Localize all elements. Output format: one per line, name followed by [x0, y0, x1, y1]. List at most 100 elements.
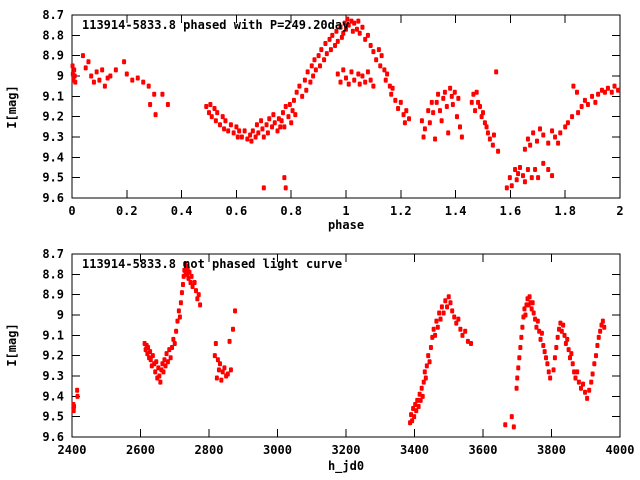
data-point: [454, 114, 459, 120]
data-point: [550, 173, 555, 179]
data-point: [177, 314, 182, 320]
data-point: [233, 308, 238, 314]
y-tick-label: 9.5: [42, 171, 64, 185]
data-point: [312, 57, 317, 63]
data-point: [556, 140, 561, 146]
data-point: [522, 179, 527, 185]
axes: 0 0.2 0.4 0.6 0.8 1 1.2 1.4 1.6 1.8 2 8.7 8.8 8.9 9 9.1…: [42, 8, 623, 218]
data-point: [73, 79, 78, 85]
data-point: [228, 122, 233, 128]
data-point: [271, 112, 276, 118]
y-tick-label: 9.4: [42, 150, 64, 164]
data-point: [550, 128, 555, 134]
x-tick-label: 2400: [58, 443, 87, 457]
data-point: [248, 132, 253, 138]
data-points: [70, 16, 621, 191]
data-point: [187, 269, 192, 275]
data-point: [196, 292, 201, 298]
data-point: [237, 128, 242, 134]
data-point: [83, 65, 88, 71]
data-point: [287, 101, 292, 107]
data-point: [356, 71, 361, 77]
data-point: [322, 57, 327, 63]
data-point: [256, 130, 261, 136]
data-point: [220, 369, 225, 375]
data-point: [342, 20, 347, 26]
data-point: [393, 97, 398, 103]
data-point: [419, 385, 424, 391]
data-point: [416, 404, 421, 409]
data-point: [324, 51, 329, 57]
data-point: [429, 99, 434, 105]
data-point: [448, 85, 453, 91]
data-point: [323, 40, 328, 46]
data-point: [294, 89, 299, 95]
data-point: [590, 93, 595, 99]
data-point: [346, 22, 351, 28]
data-point: [94, 69, 99, 75]
data-point: [300, 93, 305, 99]
y-tick-label: 9.3: [42, 369, 64, 383]
data-point: [185, 265, 190, 271]
data-point: [389, 91, 394, 97]
data-point: [579, 104, 584, 109]
data-point: [421, 134, 426, 140]
data-point: [146, 345, 151, 351]
data-point: [585, 395, 590, 401]
x-tick-label: 3200: [332, 443, 361, 457]
y-tick-label: 8.8: [42, 28, 64, 42]
y-tick-label: 9.4: [42, 389, 64, 403]
data-point: [563, 124, 568, 130]
data-point: [230, 326, 235, 332]
data-point: [517, 165, 522, 170]
data-point: [578, 385, 583, 391]
data-point: [412, 414, 417, 420]
data-point: [590, 371, 595, 377]
data-point: [562, 332, 567, 338]
y-tick-label: 9.6: [42, 430, 64, 444]
data-point: [160, 361, 165, 367]
data-point: [553, 134, 558, 140]
data-point: [313, 67, 318, 73]
data-point: [439, 304, 444, 310]
data-point: [450, 101, 455, 107]
data-point: [402, 120, 407, 126]
data-point: [265, 130, 270, 136]
data-point: [575, 369, 580, 375]
data-point: [551, 367, 556, 373]
x-tick-label: 3800: [537, 443, 566, 457]
data-point: [616, 87, 621, 93]
data-point: [439, 118, 444, 124]
data-point: [529, 306, 534, 312]
data-point: [383, 77, 388, 83]
data-point: [175, 318, 180, 324]
data-point: [441, 310, 446, 316]
data-point: [283, 185, 288, 191]
axes: 2400 2600 2800 3000 3200 3400 3600 3800 4000 8.7 8…: [42, 247, 634, 457]
data-point: [504, 185, 509, 191]
data-point: [174, 328, 179, 334]
data-point: [291, 97, 296, 103]
data-point: [444, 104, 449, 109]
data-point: [522, 146, 527, 152]
data-point: [542, 349, 547, 355]
data-point: [511, 424, 516, 430]
data-point: [612, 83, 617, 89]
data-point: [249, 138, 254, 144]
data-point: [479, 114, 484, 120]
data-point: [371, 49, 376, 55]
data-point: [514, 385, 519, 391]
data-point: [404, 108, 409, 114]
data-point: [417, 391, 422, 397]
data-point: [108, 73, 113, 79]
data-point: [345, 16, 350, 22]
data-point: [270, 124, 275, 130]
data-point: [282, 124, 287, 130]
panel-title: 113914-5833.8 not phased light curve: [82, 257, 342, 271]
data-point: [157, 373, 162, 379]
data-point: [286, 114, 291, 120]
data-point: [97, 77, 102, 83]
data-point: [279, 118, 284, 124]
x-axis-label: h_jd0: [328, 459, 364, 474]
data-point: [354, 26, 359, 32]
